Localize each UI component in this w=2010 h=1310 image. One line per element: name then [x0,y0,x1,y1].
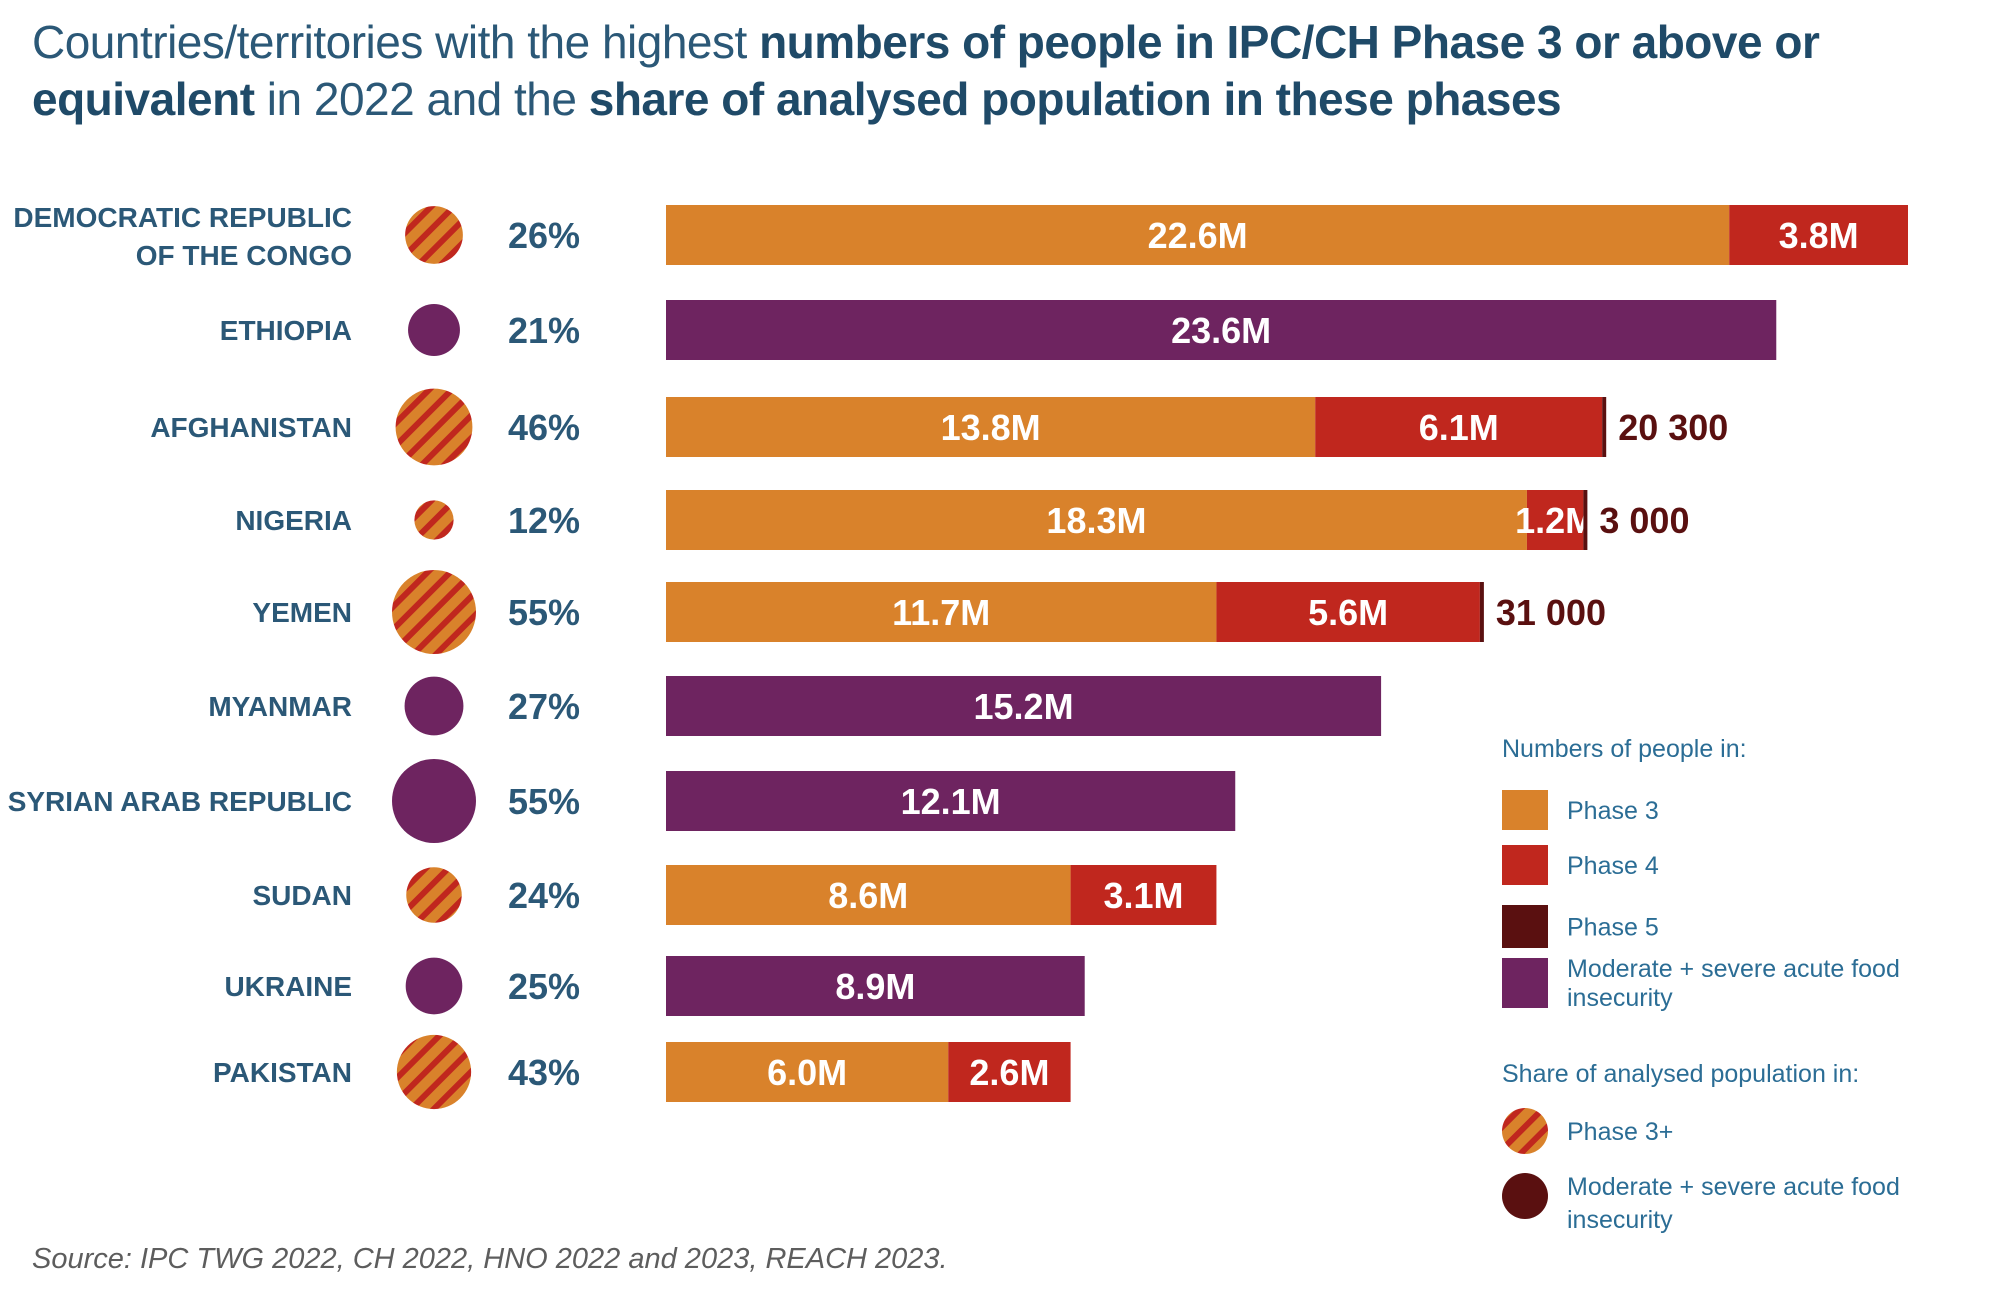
bar-value-label: 6.0M [767,1052,847,1093]
phase5-value-label: 20 300 [1618,407,1728,448]
legend-heading: Share of analysed population in: [1502,1060,1859,1088]
share-percent: 55% [508,781,580,822]
bar-value-label: 11.7M [892,592,990,633]
share-percent: 21% [508,310,580,351]
bar-moderate-severe [666,956,1085,1016]
legend-heading: Numbers of people in: [1502,735,1747,763]
bar-value-label: 3.1M [1103,875,1183,916]
bar-moderate-severe [666,676,1382,736]
share-percent: 55% [508,592,580,633]
legend-label: Phase 5 [1567,914,1659,942]
bar-phase3 [666,865,1071,925]
legend-label: Phase 3+ [1567,1118,1673,1146]
bar-value-label: 2.6M [969,1052,1049,1093]
share-circle [406,867,462,923]
phase5-value-label: 3 000 [1599,500,1689,541]
share-circle [392,570,476,654]
source-note: Source: IPC TWG 2022, CH 2022, HNO 2022 … [32,1243,948,1275]
legend-label: Moderate + severe acute food [1567,955,1900,983]
legend-circle [1502,1108,1548,1154]
legend-label: Moderate + severe acute food [1567,1173,1900,1201]
chart-title: Countries/territories with the highest n… [32,14,1982,128]
legend-label: insecurity [1567,1206,1673,1234]
bar-value-label: 18.3M [1046,500,1146,541]
bar-phase3 [666,1042,949,1102]
bar-phase4 [948,1042,1071,1102]
bar-phase4 [1729,205,1908,265]
legend-swatch [1502,958,1548,1008]
title-part-1: Countries/territories with the highest [32,16,760,68]
share-circle [392,759,476,843]
country-label: YEMEN [252,597,352,628]
country-label: PAKISTAN [213,1057,352,1088]
bar-value-label: 12.1M [901,781,1001,822]
legend-swatch [1502,845,1548,885]
bar-value-label: 23.6M [1171,310,1271,351]
bar-moderate-severe [666,771,1236,831]
legend-label: Phase 3 [1567,797,1659,825]
share-percent: 12% [508,500,580,541]
bar-phase3 [666,397,1316,457]
country-label: ETHIOPIA [220,315,352,346]
legend-circle [1502,1173,1548,1219]
legend-swatch [1502,790,1548,830]
share-percent: 24% [508,875,580,916]
legend-swatch [1502,905,1548,948]
share-percent: 46% [508,407,580,448]
bar-phase4 [1070,865,1217,925]
share-circle [405,206,463,264]
share-circle [405,957,463,1015]
country-label: UKRAINE [224,971,352,1002]
share-circle [396,1034,472,1110]
bar-value-label: 15.2M [974,686,1074,727]
bar-phase4 [1526,490,1584,550]
bar-value-label: 1.2M [1515,500,1595,541]
share-circle [395,388,473,466]
bar-value-label: 8.6M [828,875,908,916]
share-percent: 27% [508,686,580,727]
bar-value-label: 5.6M [1308,592,1388,633]
country-label: SUDAN [252,880,352,911]
bar-phase4 [1315,397,1603,457]
share-percent: 25% [508,966,580,1007]
share-circle [408,304,460,356]
title-bold-2: share of analysed population in these ph… [588,73,1562,125]
bar-value-label: 6.1M [1419,407,1499,448]
share-percent: 43% [508,1052,580,1093]
bar-value-label: 8.9M [835,966,915,1007]
title-bold-1: numbers of people in IPC/CH Phase 3 or a… [32,16,1820,125]
bar-phase5 [1602,397,1607,457]
country-label: MYANMAR [208,691,352,722]
share-circle [404,676,464,736]
title-part-2: in 2022 and the [254,73,589,125]
country-label: AFGHANISTAN [150,412,352,443]
country-label: NIGERIA [235,505,352,536]
bar-phase5 [1583,490,1588,550]
phase5-value-label: 31 000 [1496,592,1606,633]
bar-phase3 [666,205,1730,265]
country-label: SYRIAN ARAB REPUBLIC [8,786,352,817]
bar-phase4 [1216,582,1480,642]
bar-value-label: 3.8M [1779,215,1859,256]
bar-value-label: 22.6M [1148,215,1248,256]
bar-phase5 [1479,582,1484,642]
legend-label: Phase 4 [1567,852,1659,880]
share-circle [414,500,454,540]
legend-label: insecurity [1567,984,1673,1012]
bar-phase3 [666,490,1527,550]
bar-moderate-severe [666,300,1777,360]
country-label: DEMOCRATIC REPUBLIC [13,202,352,233]
bar-phase3 [666,582,1217,642]
country-label: OF THE CONGO [136,240,352,271]
share-percent: 26% [508,215,580,256]
bar-value-label: 13.8M [941,407,1041,448]
